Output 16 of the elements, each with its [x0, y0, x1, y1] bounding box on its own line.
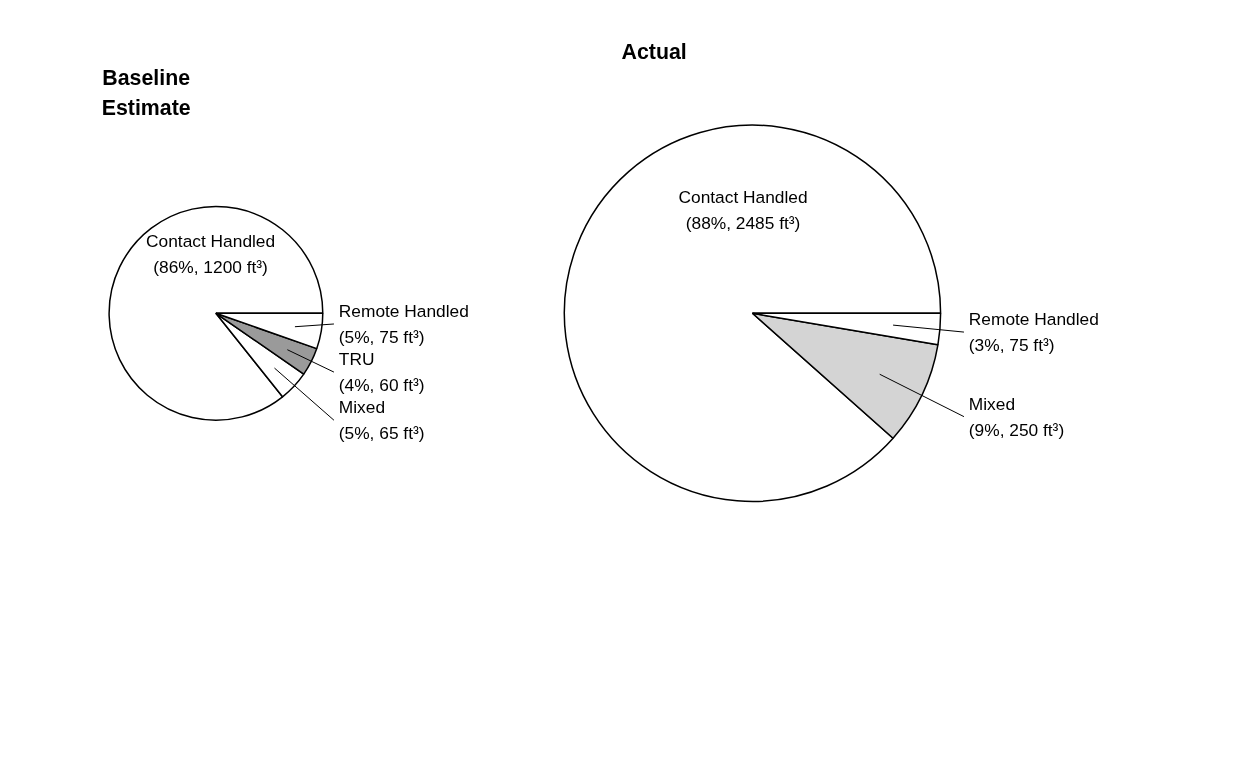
slice-label: Contact Handled: [678, 186, 808, 207]
slice-label: Mixed: [338, 397, 386, 418]
slice-label: Mixed: [968, 393, 1016, 414]
slice-label: Contact Handled: [146, 231, 276, 252]
data-label: (3%, 75 ft³): [968, 335, 1055, 356]
data-label: (86%, 1200 ft³): [153, 257, 268, 278]
slice-label: Remote Handled: [338, 300, 469, 321]
data-label: (88%, 2485 ft³): [685, 212, 801, 233]
data-label: (9%, 250 ft³): [968, 419, 1065, 440]
slice-label: Remote Handled: [968, 309, 1099, 330]
chart-title: Baseline Estimate: [101, 65, 191, 120]
slice-label: TRU: [338, 349, 375, 370]
data-label: (5%, 65 ft³): [338, 423, 425, 444]
data-label: (4%, 60 ft³): [338, 375, 425, 396]
data-label: (5%, 75 ft³): [338, 326, 425, 347]
chart-title: Actual: [621, 40, 687, 65]
